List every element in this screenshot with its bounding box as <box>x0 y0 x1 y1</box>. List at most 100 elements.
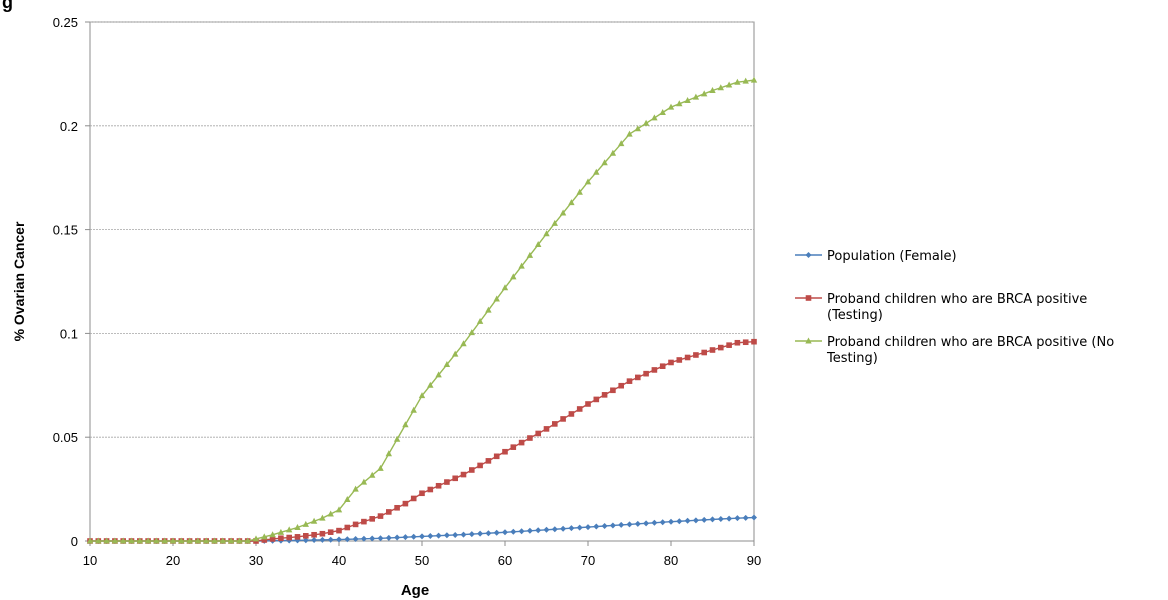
data-point <box>493 453 500 460</box>
data-point <box>643 520 650 527</box>
data-point <box>128 537 135 544</box>
data-point <box>526 527 533 534</box>
data-point <box>518 262 525 269</box>
data-point <box>742 339 749 346</box>
data-point <box>236 537 243 544</box>
legend-label: Population (Female) <box>827 249 957 264</box>
data-point <box>626 521 633 528</box>
data-point <box>535 430 541 437</box>
series-line <box>90 79 755 542</box>
data-point <box>642 119 650 126</box>
data-point <box>552 421 558 427</box>
data-point <box>468 531 475 538</box>
data-point <box>635 374 641 381</box>
data-point <box>261 533 268 540</box>
x-tick-label: 80 <box>664 553 678 568</box>
data-point <box>302 537 309 544</box>
y-tick-label: 0.1 <box>60 326 78 341</box>
data-point <box>86 537 94 544</box>
x-axis-ticks: 10 20 30 40 50 60 70 80 90 <box>83 541 761 568</box>
data-point <box>169 537 177 544</box>
x-tick-label: 50 <box>415 553 429 568</box>
legend-label: Proband children who are BRCA positive (… <box>827 335 1114 350</box>
data-point <box>361 518 367 525</box>
data-point <box>485 530 492 537</box>
data-point <box>493 529 500 536</box>
data-point <box>410 495 417 502</box>
data-point <box>634 520 641 527</box>
data-point <box>618 140 625 147</box>
data-point <box>501 284 509 291</box>
data-point <box>136 537 143 544</box>
y-tick-label: 0.15 <box>53 223 78 238</box>
data-point <box>717 84 724 91</box>
data-point <box>692 93 700 100</box>
data-point <box>360 535 367 542</box>
grid-lines <box>90 21 754 438</box>
data-point <box>510 528 517 535</box>
data-point <box>203 537 210 544</box>
data-point <box>443 361 451 368</box>
y-tick-label: 0.25 <box>53 15 78 30</box>
series-3 <box>86 76 758 544</box>
x-tick-label: 60 <box>498 553 512 568</box>
data-point <box>551 219 558 226</box>
data-point <box>543 230 550 237</box>
data-point <box>153 537 160 544</box>
data-point <box>568 411 575 417</box>
data-point <box>427 381 434 388</box>
data-point <box>502 448 508 455</box>
data-point <box>452 475 458 482</box>
data-point <box>477 530 484 537</box>
series-layer <box>86 76 758 544</box>
data-point <box>725 81 733 88</box>
data-point <box>194 537 202 544</box>
data-point <box>609 522 616 529</box>
data-point <box>435 482 442 489</box>
data-point <box>601 159 608 166</box>
data-point <box>651 367 658 373</box>
data-point <box>593 168 600 175</box>
data-point <box>701 516 708 523</box>
data-point <box>576 524 583 531</box>
data-point <box>693 352 699 358</box>
data-point <box>336 527 342 534</box>
data-point <box>568 199 575 206</box>
data-point <box>144 537 152 544</box>
legend-marker <box>805 252 812 258</box>
data-point <box>692 517 699 524</box>
data-point <box>601 392 608 398</box>
data-point <box>369 516 375 522</box>
data-point <box>518 439 525 446</box>
y-axis-title: % Ovarian Cancer <box>11 221 27 341</box>
data-point <box>659 109 666 116</box>
data-point <box>585 401 591 407</box>
data-point <box>244 537 251 544</box>
data-point <box>419 533 425 540</box>
data-point <box>377 513 384 519</box>
legend-entry-2: Proband children who are BRCA positive(T… <box>795 292 1087 323</box>
data-point <box>319 514 326 521</box>
data-point <box>111 537 119 544</box>
data-point <box>352 485 359 492</box>
data-point <box>435 371 442 378</box>
data-point <box>303 533 309 539</box>
data-point <box>659 363 666 370</box>
data-point <box>643 370 649 377</box>
data-point <box>252 535 260 542</box>
data-point <box>460 340 467 347</box>
data-point <box>410 406 417 413</box>
data-point <box>344 536 351 543</box>
data-point <box>618 521 625 528</box>
data-point <box>377 535 384 542</box>
legend-entry-3: Proband children who are BRCA positive (… <box>795 335 1114 366</box>
data-point <box>742 514 749 521</box>
data-point <box>95 537 102 544</box>
data-point <box>277 528 285 535</box>
data-point <box>327 510 334 517</box>
data-point <box>369 471 376 478</box>
data-point <box>684 96 691 103</box>
data-point <box>294 534 301 540</box>
data-point <box>668 518 674 525</box>
